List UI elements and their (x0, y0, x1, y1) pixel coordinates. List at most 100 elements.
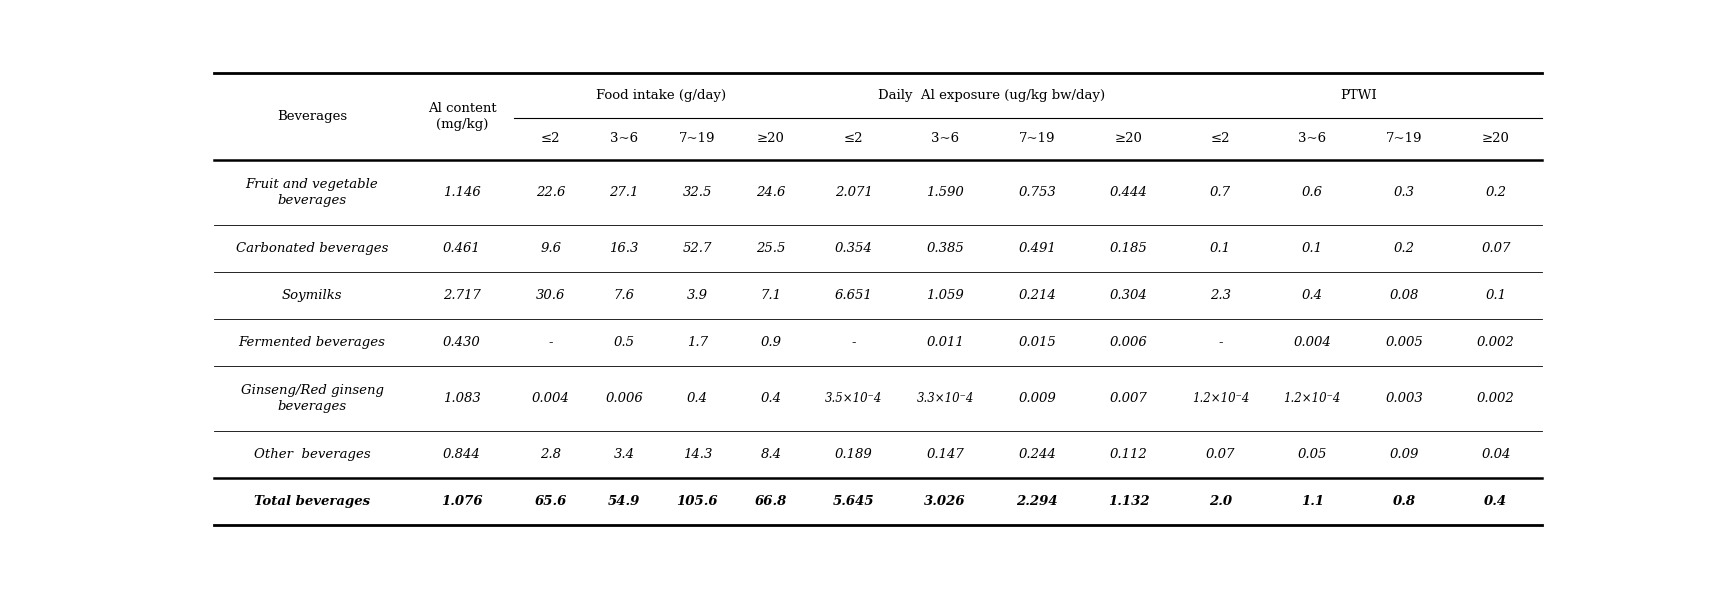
Text: 0.147: 0.147 (927, 448, 964, 461)
Text: ≥20: ≥20 (1115, 133, 1143, 145)
Text: 0.006: 0.006 (1110, 336, 1148, 349)
Text: 0.05: 0.05 (1297, 448, 1328, 461)
Text: 52.7: 52.7 (683, 242, 713, 255)
Text: ≥20: ≥20 (1482, 133, 1509, 145)
Text: Al content
(mg/kg): Al content (mg/kg) (428, 102, 497, 131)
Text: 0.185: 0.185 (1110, 242, 1148, 255)
Text: 1.1: 1.1 (1300, 495, 1324, 508)
Text: 105.6: 105.6 (677, 495, 718, 508)
Text: 1.2×10⁻4: 1.2×10⁻4 (1192, 392, 1249, 405)
Text: 0.005: 0.005 (1386, 336, 1424, 349)
Text: 0.4: 0.4 (1483, 495, 1507, 508)
Text: ≥20: ≥20 (757, 133, 785, 145)
Text: 0.844: 0.844 (444, 448, 481, 461)
Text: 5.645: 5.645 (833, 495, 874, 508)
Text: Soymilks: Soymilks (281, 289, 343, 302)
Text: 2.0: 2.0 (1209, 495, 1232, 508)
Text: -: - (548, 336, 553, 349)
Text: -: - (1218, 336, 1223, 349)
Text: 0.002: 0.002 (1477, 392, 1514, 405)
Text: 32.5: 32.5 (683, 186, 713, 199)
Text: 0.004: 0.004 (1293, 336, 1331, 349)
Text: 0.015: 0.015 (1018, 336, 1055, 349)
Text: 0.385: 0.385 (927, 242, 964, 255)
Text: 0.006: 0.006 (605, 392, 642, 405)
Text: 0.1: 0.1 (1209, 242, 1232, 255)
Text: 0.002: 0.002 (1477, 336, 1514, 349)
Text: 0.244: 0.244 (1018, 448, 1055, 461)
Text: ≤2: ≤2 (541, 133, 560, 145)
Text: 0.4: 0.4 (761, 392, 781, 405)
Text: 7~19: 7~19 (1019, 133, 1055, 145)
Text: 0.354: 0.354 (834, 242, 872, 255)
Text: 0.3: 0.3 (1394, 186, 1415, 199)
Text: 0.1: 0.1 (1302, 242, 1322, 255)
Text: Ginseng/Red ginseng
beverages: Ginseng/Red ginseng beverages (240, 384, 384, 413)
Text: 0.2: 0.2 (1394, 242, 1415, 255)
Text: 2.3: 2.3 (1209, 289, 1232, 302)
Text: 24.6: 24.6 (755, 186, 786, 199)
Text: 7.1: 7.1 (761, 289, 781, 302)
Text: 30.6: 30.6 (536, 289, 565, 302)
Text: 0.09: 0.09 (1389, 448, 1418, 461)
Text: 0.6: 0.6 (1302, 186, 1322, 199)
Text: 0.2: 0.2 (1485, 186, 1506, 199)
Text: 9.6: 9.6 (540, 242, 562, 255)
Text: Total beverages: Total beverages (254, 495, 370, 508)
Text: 3~6: 3~6 (932, 133, 959, 145)
Text: 3~6: 3~6 (610, 133, 637, 145)
Text: 2.294: 2.294 (1016, 495, 1059, 508)
Text: 0.430: 0.430 (444, 336, 481, 349)
Text: 0.5: 0.5 (613, 336, 634, 349)
Text: 7~19: 7~19 (1386, 133, 1422, 145)
Text: 1.083: 1.083 (444, 392, 481, 405)
Text: 0.009: 0.009 (1018, 392, 1055, 405)
Text: 3.026: 3.026 (925, 495, 966, 508)
Text: 0.07: 0.07 (1206, 448, 1235, 461)
Text: 0.4: 0.4 (1302, 289, 1322, 302)
Text: 7~19: 7~19 (678, 133, 716, 145)
Text: 7.6: 7.6 (613, 289, 634, 302)
Text: Beverages: Beverages (278, 110, 348, 123)
Text: Food intake (g/day): Food intake (g/day) (596, 88, 726, 102)
Text: Other  beverages: Other beverages (254, 448, 370, 461)
Text: 0.004: 0.004 (531, 392, 569, 405)
Text: 3.3×10⁻4: 3.3×10⁻4 (916, 392, 975, 405)
Text: ≤2: ≤2 (1211, 133, 1230, 145)
Text: 66.8: 66.8 (755, 495, 786, 508)
Text: 0.112: 0.112 (1110, 448, 1148, 461)
Text: 3.5×10⁻4: 3.5×10⁻4 (824, 392, 882, 405)
Text: 0.8: 0.8 (1393, 495, 1415, 508)
Text: 1.076: 1.076 (440, 495, 483, 508)
Text: 2.717: 2.717 (444, 289, 481, 302)
Text: 1.132: 1.132 (1108, 495, 1149, 508)
Text: Carbonated beverages: Carbonated beverages (236, 242, 389, 255)
Text: 3.9: 3.9 (687, 289, 707, 302)
Text: -: - (851, 336, 856, 349)
Text: 3~6: 3~6 (1298, 133, 1326, 145)
Text: 54.9: 54.9 (608, 495, 641, 508)
Text: 1.146: 1.146 (444, 186, 481, 199)
Text: 0.491: 0.491 (1018, 242, 1055, 255)
Text: 0.189: 0.189 (834, 448, 872, 461)
Text: Fermented beverages: Fermented beverages (238, 336, 385, 349)
Text: 0.07: 0.07 (1482, 242, 1511, 255)
Text: 0.7: 0.7 (1209, 186, 1232, 199)
Text: 0.1: 0.1 (1485, 289, 1506, 302)
Text: 0.9: 0.9 (761, 336, 781, 349)
Text: Daily  Al exposure (ug/kg bw/day): Daily Al exposure (ug/kg bw/day) (877, 88, 1105, 102)
Text: 0.444: 0.444 (1110, 186, 1148, 199)
Text: 1.2×10⁻4: 1.2×10⁻4 (1283, 392, 1341, 405)
Text: 0.08: 0.08 (1389, 289, 1418, 302)
Text: 0.4: 0.4 (687, 392, 707, 405)
Text: 0.461: 0.461 (444, 242, 481, 255)
Text: 2.071: 2.071 (834, 186, 872, 199)
Text: 2.8: 2.8 (540, 448, 562, 461)
Text: 0.214: 0.214 (1018, 289, 1055, 302)
Text: 6.651: 6.651 (834, 289, 872, 302)
Text: 27.1: 27.1 (610, 186, 639, 199)
Text: 0.753: 0.753 (1018, 186, 1055, 199)
Text: 3.4: 3.4 (613, 448, 634, 461)
Text: 14.3: 14.3 (683, 448, 713, 461)
Text: 1.7: 1.7 (687, 336, 707, 349)
